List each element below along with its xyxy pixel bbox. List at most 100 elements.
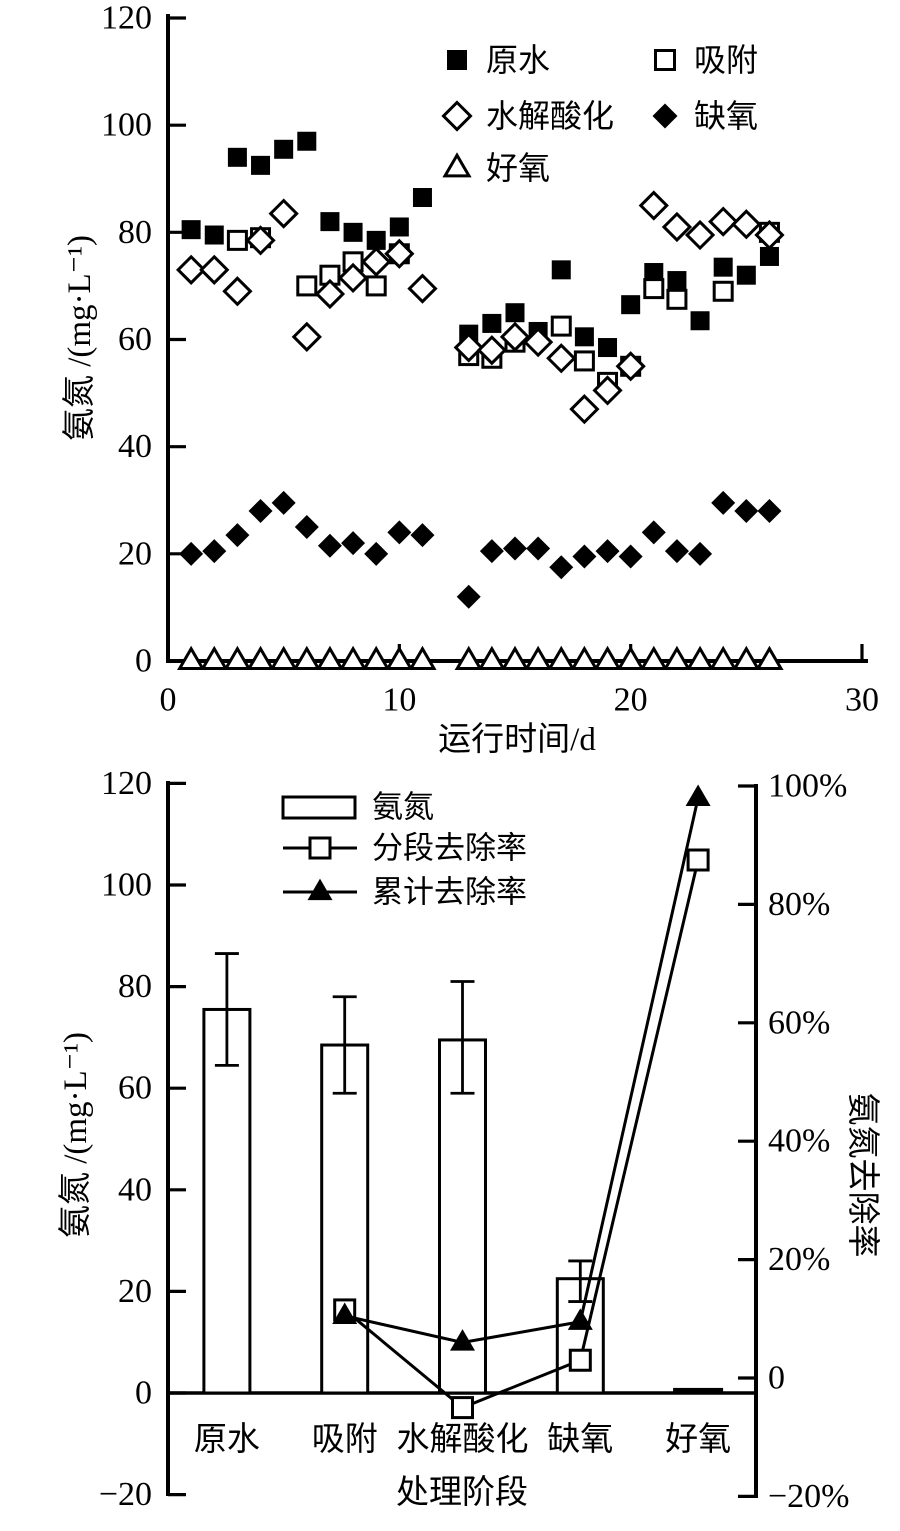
point-anoxic bbox=[410, 523, 435, 548]
point-aerobic bbox=[616, 645, 645, 671]
left-axis-title: 氨氮 /(mg·L⁻¹) bbox=[57, 1032, 94, 1238]
point-aerobic bbox=[477, 645, 506, 671]
left-axis-tick-label: 120 bbox=[101, 765, 152, 802]
y-axis-tick-label: 120 bbox=[101, 0, 152, 37]
line-cumulative-removal-rate bbox=[344, 797, 700, 1345]
point-adsorption bbox=[226, 229, 248, 251]
point-hydrolysis-acidification bbox=[176, 254, 207, 285]
legend-item-hydrolysis-acidification: 水解酸化 bbox=[441, 98, 614, 134]
right-axis-title: 氨氮去除率 bbox=[844, 1093, 881, 1258]
point-anoxic bbox=[502, 536, 527, 561]
point-adsorption bbox=[643, 278, 665, 300]
right-axis-tick-label: 60% bbox=[768, 1004, 830, 1041]
series-anoxic bbox=[179, 490, 782, 609]
x-axis-tick-label: 30 bbox=[845, 682, 879, 719]
bottom-bar-line-chart: 120 100 80 60 40 20 0 −20 100% 80% 60% 40% 20% 0 −20% 原… bbox=[57, 765, 881, 1515]
right-axis-tick-label: 40% bbox=[768, 1123, 830, 1160]
series-hydrolysis-acidification bbox=[176, 190, 785, 425]
legend-label-hydrolysis-acidification: 水解酸化 bbox=[486, 98, 614, 134]
left-axis-tick-label: 80 bbox=[118, 968, 152, 1005]
point-hydrolysis-acidification bbox=[523, 327, 554, 358]
point-hydrolysis-acidification bbox=[476, 335, 507, 366]
x-axis-tick-label: 20 bbox=[614, 682, 648, 719]
category-label-3: 水解酸化 bbox=[397, 1421, 529, 1458]
point-hydrolysis-acidification bbox=[731, 209, 762, 240]
point-raw-water bbox=[574, 327, 594, 347]
y-axis-tick-label: 40 bbox=[118, 428, 152, 465]
right-axis-tick-label: 100% bbox=[768, 768, 847, 805]
point-hydrolysis-acidification bbox=[199, 254, 230, 285]
point-raw-water bbox=[251, 155, 271, 175]
point-hydrolysis-acidification bbox=[268, 198, 299, 229]
point-aerobic bbox=[570, 645, 599, 671]
point-hydrolysis-acidification bbox=[754, 219, 785, 251]
line-stage-removal-rate bbox=[343, 859, 700, 1410]
bar-ammonia-nitrogen-2 bbox=[320, 1043, 370, 1395]
point-aerobic bbox=[315, 645, 345, 671]
point-stage-removal-rate bbox=[686, 848, 710, 872]
point-hydrolysis-acidification bbox=[245, 225, 276, 256]
point-hydrolysis-acidification bbox=[453, 332, 484, 363]
point-anoxic bbox=[572, 544, 597, 569]
point-raw-water bbox=[389, 217, 409, 237]
legend-item-stage-removal-rate: 分段去除率 bbox=[283, 831, 527, 866]
category-label-2: 吸附 bbox=[312, 1421, 378, 1458]
point-hydrolysis-acidification bbox=[222, 276, 253, 307]
point-hydrolysis-acidification bbox=[638, 190, 669, 221]
point-hydrolysis-acidification bbox=[592, 375, 623, 406]
point-anoxic bbox=[456, 584, 481, 609]
point-hydrolysis-acidification bbox=[569, 394, 600, 425]
y-axis-tick-label: 0 bbox=[135, 643, 152, 680]
legend-item-raw-water: 原水 bbox=[447, 42, 550, 78]
right-axis-tick-label: −20% bbox=[768, 1478, 850, 1515]
point-raw-water bbox=[644, 263, 664, 283]
legend-label-ammonia-nitrogen: 氨氮 bbox=[372, 790, 434, 825]
point-raw-water bbox=[227, 147, 247, 167]
point-aerobic bbox=[246, 645, 275, 671]
category-label-1: 原水 bbox=[194, 1421, 260, 1458]
left-axis-tick-label: 20 bbox=[118, 1273, 152, 1310]
x-axis-tick-label: 10 bbox=[382, 682, 416, 719]
point-aerobic bbox=[223, 645, 252, 671]
point-raw-water bbox=[667, 271, 687, 291]
point-anoxic bbox=[387, 520, 412, 545]
x-axis-title: 运行时间/d bbox=[438, 721, 596, 758]
x-axis-tick-label: 0 bbox=[160, 682, 177, 719]
legend-item-anoxic: 缺氧 bbox=[652, 98, 758, 134]
point-anoxic bbox=[317, 533, 342, 558]
series-aerobic bbox=[177, 645, 784, 671]
point-raw-water bbox=[505, 303, 525, 323]
y-axis-tick-label: 80 bbox=[118, 214, 152, 251]
left-axis-tick-label: 60 bbox=[118, 1070, 152, 1107]
point-cumulative-removal-rate bbox=[332, 1302, 358, 1325]
point-hydrolysis-acidification bbox=[337, 262, 369, 294]
y-axis-tick-label: 20 bbox=[118, 535, 152, 572]
point-stage-removal-rate bbox=[451, 1396, 474, 1420]
point-raw-water bbox=[297, 131, 317, 151]
point-stage-removal-rate bbox=[568, 1348, 592, 1372]
point-aerobic bbox=[338, 645, 368, 671]
legend-label-anoxic: 缺氧 bbox=[694, 98, 758, 134]
point-hydrolysis-acidification bbox=[314, 278, 346, 310]
error-bar-1 bbox=[214, 952, 239, 1067]
point-adsorption bbox=[296, 275, 318, 297]
point-aerobic bbox=[662, 645, 692, 671]
point-aerobic bbox=[685, 645, 715, 671]
right-axis-tick-label: 0 bbox=[768, 1360, 785, 1397]
legend-item-adsorption: 吸附 bbox=[654, 42, 758, 78]
point-hydrolysis-acidification bbox=[361, 246, 392, 277]
point-raw-water bbox=[482, 313, 502, 333]
point-aerobic bbox=[524, 645, 553, 671]
legend-item-ammonia-nitrogen: 氨氮 bbox=[281, 790, 434, 825]
point-hydrolysis-acidification bbox=[708, 206, 739, 237]
legend-label-adsorption: 吸附 bbox=[694, 42, 758, 78]
top-scatter-chart: 0 20 40 60 80 100 120 0 10 20 30 氨氮 /(mg·L⁻¹) 运行时间/d… bbox=[61, 0, 879, 758]
point-adsorption bbox=[550, 315, 572, 337]
point-aerobic bbox=[385, 645, 414, 671]
legend-label-raw-water: 原水 bbox=[486, 42, 550, 78]
legend-marker-adsorption bbox=[654, 49, 676, 71]
legend-marker-stage-removal-rate bbox=[308, 836, 332, 860]
point-raw-water bbox=[274, 139, 294, 159]
point-hydrolysis-acidification bbox=[661, 211, 693, 243]
